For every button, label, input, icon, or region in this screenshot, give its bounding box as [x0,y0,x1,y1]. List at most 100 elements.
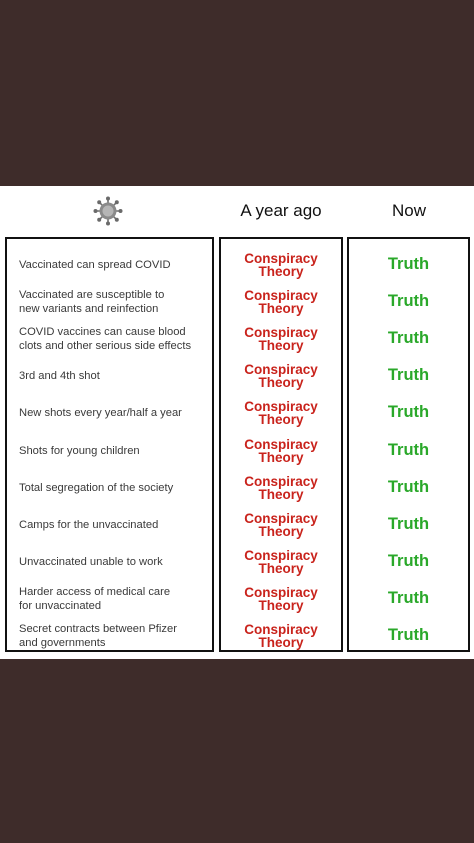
verdict-line-2: Theory [258,374,304,390]
comparison-card: A year ago Now Vaccinated can spread COV… [0,186,474,659]
claim-line-2: clots and other serious side effects [19,339,192,352]
verdict-line-2: Theory [258,486,304,502]
year-ago-cell: Conspiracy Theory [221,357,341,394]
claim-label: Vaccinated can spread COVID [7,258,171,272]
truth-label: Truth [387,589,430,607]
claim-label: Total segregation of the society [7,481,173,495]
now-cell: Truth [349,394,468,431]
now-cell: Truth [349,543,468,580]
claim-label: Harder access of medical care for unvacci… [7,585,170,613]
claim-label: Secret contracts between Pfizer and gover… [7,622,177,650]
claim-line-1: COVID vaccines can cause blood [19,325,186,338]
conspiracy-theory-label: Conspiracy Theory [221,361,341,390]
claim-line-1: New shots every year/half a year [19,406,182,419]
claim-line-1: Camps for the unvaccinated [19,518,159,531]
table-row: Camps for the unvaccinated [7,506,212,543]
year-ago-cell: Conspiracy Theory [221,432,341,469]
truth-label: Truth [387,366,430,384]
verdict-line-2: Theory [258,523,304,539]
year-ago-column: Conspiracy Theory Conspiracy Theory Conspira… [219,237,343,652]
year-ago-cell: Conspiracy Theory [221,580,341,617]
verdict-line-2: Theory [258,634,304,650]
now-cell: Truth [349,617,468,654]
verdict-line-2: Theory [258,263,304,279]
table-row: COVID vaccines can cause blood clots and … [7,320,212,357]
verdict-line-1: Conspiracy [244,436,318,452]
conspiracy-theory-label: Conspiracy Theory [221,547,341,576]
table-header: A year ago Now [0,186,474,236]
conspiracy-theory-label: Conspiracy Theory [221,436,341,465]
verdict-line-1: Conspiracy [244,547,318,563]
truth-label: Truth [387,441,430,459]
now-cell: Truth [349,320,468,357]
verdict-line-1: Conspiracy [244,324,318,340]
conspiracy-theory-label: Conspiracy Theory [221,398,341,427]
claim-line-1: Unvaccinated unable to work [19,555,163,568]
claim-line-1: 3rd and 4th shot [19,369,100,382]
now-cell: Truth [349,580,468,617]
year-ago-cell: Conspiracy Theory [221,283,341,320]
claim-label: New shots every year/half a year [7,406,182,420]
now-column: Truth Truth Truth Truth Truth Truth Truth Truth… [347,237,470,652]
claim-line-1: Vaccinated can spread COVID [19,258,171,271]
claims-column: Vaccinated can spread COVID Vaccinated ar… [5,237,214,652]
claim-label: Shots for young children [7,444,140,458]
truth-label: Truth [387,292,430,310]
claim-line-1: Harder access of medical care [19,585,171,598]
column-header-year-ago: A year ago [240,201,322,220]
year-ago-cell: Conspiracy Theory [221,320,341,357]
conspiracy-theory-label: Conspiracy Theory [221,585,341,613]
year-ago-cell: Conspiracy Theory [221,469,341,506]
coronavirus-icon [93,196,123,226]
year-ago-cell: Conspiracy Theory [221,246,341,283]
verdict-line-2: Theory [258,337,304,353]
table-row: New shots every year/half a year [7,394,212,431]
now-cell: Truth [349,469,468,506]
verdict-line-2: Theory [258,560,304,576]
claim-label: Unvaccinated unable to work [7,555,163,569]
truth-label: Truth [387,515,430,533]
verdict-line-1: Conspiracy [244,398,318,414]
column-header-now: Now [391,201,426,220]
conspiracy-theory-label: Conspiracy Theory [221,621,341,650]
verdict-line-2: Theory [258,411,304,427]
conspiracy-theory-label: Conspiracy Theory [221,287,341,316]
year-ago-cell: Conspiracy Theory [221,617,341,654]
year-ago-cell: Conspiracy Theory [221,506,341,543]
claim-line-1: Total segregation of the society [19,481,174,494]
table-row: Vaccinated can spread COVID [7,246,212,283]
verdict-line-1: Conspiracy [244,250,318,266]
table-row: Vaccinated are susceptible to new variant… [7,283,212,320]
claim-line-1: Vaccinated are susceptible to [19,288,165,301]
year-ago-cell: Conspiracy Theory [221,543,341,580]
verdict-line-2: Theory [258,300,304,316]
conspiracy-theory-label: Conspiracy Theory [221,474,341,502]
truth-label: Truth [387,255,430,273]
verdict-line-2: Theory [258,597,304,613]
verdict-line-2: Theory [258,449,304,465]
table-row: Total segregation of the society [7,469,212,506]
table-row: Secret contracts between Pfizer and gover… [7,617,212,654]
conspiracy-theory-label: Conspiracy Theory [221,324,341,353]
now-cell: Truth [349,246,468,283]
claim-label: COVID vaccines can cause blood clots and … [7,325,191,353]
table-row: Harder access of medical care for unvacci… [7,580,212,617]
truth-label: Truth [387,403,430,421]
verdict-line-1: Conspiracy [244,621,318,637]
truth-label: Truth [387,552,430,570]
claim-line-2: for unvaccinated [19,599,102,612]
now-cell: Truth [349,506,468,543]
conspiracy-theory-label: Conspiracy Theory [221,510,341,539]
now-cell: Truth [349,283,468,320]
now-cell: Truth [349,357,468,394]
claim-label: Vaccinated are susceptible to new variant… [7,288,164,316]
now-cell: Truth [349,432,468,469]
claim-label: Camps for the unvaccinated [7,518,158,532]
claim-line-2: new variants and reinfection [19,302,159,315]
claim-label: 3rd and 4th shot [7,369,100,383]
verdict-line-1: Conspiracy [244,510,318,526]
verdict-line-1: Conspiracy [244,361,318,377]
claim-line-1: Shots for young children [19,444,140,457]
verdict-line-1: Conspiracy [244,287,318,303]
year-ago-cell: Conspiracy Theory [221,394,341,431]
